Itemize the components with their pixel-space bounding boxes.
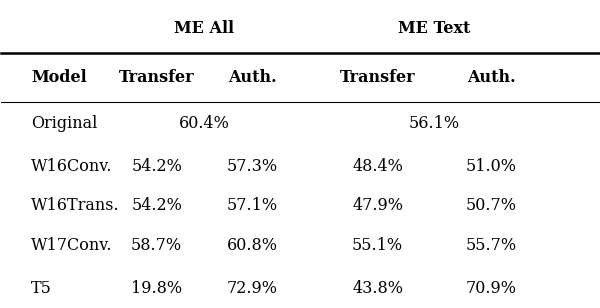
Text: 43.8%: 43.8% <box>352 280 403 297</box>
Text: Transfer: Transfer <box>340 69 415 86</box>
Text: T5: T5 <box>31 280 52 297</box>
Text: ME All: ME All <box>175 20 235 37</box>
Text: ME Text: ME Text <box>398 20 470 37</box>
Text: 51.0%: 51.0% <box>466 158 517 175</box>
Text: Auth.: Auth. <box>228 69 277 86</box>
Text: Transfer: Transfer <box>119 69 194 86</box>
Text: 72.9%: 72.9% <box>227 280 278 297</box>
Text: 19.8%: 19.8% <box>131 280 182 297</box>
Text: 57.3%: 57.3% <box>227 158 278 175</box>
Text: Auth.: Auth. <box>467 69 515 86</box>
Text: W16Trans.: W16Trans. <box>31 197 120 214</box>
Text: 48.4%: 48.4% <box>352 158 403 175</box>
Text: 58.7%: 58.7% <box>131 237 182 254</box>
Text: W16Conv.: W16Conv. <box>31 158 113 175</box>
Text: Model: Model <box>31 69 87 86</box>
Text: Original: Original <box>31 115 98 132</box>
Text: 50.7%: 50.7% <box>466 197 517 214</box>
Text: W17Conv.: W17Conv. <box>31 237 113 254</box>
Text: 54.2%: 54.2% <box>131 158 182 175</box>
Text: 56.1%: 56.1% <box>409 115 460 132</box>
Text: 55.7%: 55.7% <box>466 237 517 254</box>
Text: 54.2%: 54.2% <box>131 197 182 214</box>
Text: 60.4%: 60.4% <box>179 115 230 132</box>
Text: 60.8%: 60.8% <box>227 237 278 254</box>
Text: 70.9%: 70.9% <box>466 280 517 297</box>
Text: 47.9%: 47.9% <box>352 197 403 214</box>
Text: 57.1%: 57.1% <box>227 197 278 214</box>
Text: 55.1%: 55.1% <box>352 237 403 254</box>
